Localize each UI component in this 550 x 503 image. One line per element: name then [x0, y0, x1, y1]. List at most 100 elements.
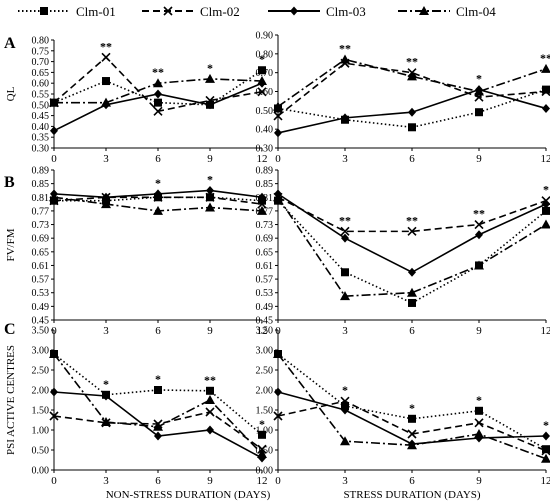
y-tick-label: 0.85	[256, 179, 274, 190]
significance-label: *	[342, 383, 348, 397]
data-point	[273, 111, 283, 121]
data-point	[407, 226, 417, 236]
y-tick-label: 0.53	[256, 288, 274, 299]
data-point	[408, 298, 416, 307]
data-point	[153, 106, 163, 116]
y-tick-label: 0.89	[256, 166, 274, 177]
data-point	[408, 267, 416, 277]
legend-label: Clm-02	[200, 4, 240, 19]
y-tick-label: 2.50	[256, 366, 274, 377]
data-point	[274, 128, 282, 138]
series-clm-04	[273, 54, 550, 111]
data-point	[206, 185, 214, 195]
x-tick-label: 9	[476, 475, 482, 487]
data-point	[258, 66, 266, 75]
data-point	[206, 386, 214, 395]
data-point	[101, 97, 111, 107]
data-point	[154, 98, 162, 107]
x-tick-label: 0	[275, 475, 281, 487]
legend-item-clm-04: Clm-04	[398, 4, 496, 19]
series-line	[277, 196, 547, 233]
data-point	[474, 260, 484, 270]
significance-label: *	[207, 61, 213, 75]
data-point	[340, 226, 350, 236]
data-point	[474, 418, 484, 428]
y-tick-label: 0.65	[32, 68, 50, 79]
x-tick-label: 3	[342, 325, 348, 337]
y-tick-label: 0.45	[32, 316, 50, 327]
significance-label: *	[155, 176, 161, 190]
data-point	[541, 446, 550, 456]
series-line	[53, 353, 263, 436]
y-tick-label: 0.75	[32, 46, 50, 57]
data-point	[341, 268, 349, 277]
significance-label: *	[543, 418, 549, 432]
y-tick-label: 3.50	[32, 326, 50, 337]
data-point	[407, 287, 417, 297]
y-tick-label: 0.70	[32, 57, 50, 68]
data-point	[541, 86, 550, 97]
data-point	[341, 233, 349, 243]
data-point	[206, 100, 214, 110]
significance-label: *	[409, 401, 415, 415]
panel-b-left: 0.45 0.49 0.53 0.57 0.61 0.65 0.69 0.73 0.77 0.81…	[5, 166, 268, 338]
panel-a-right: 0.300.400.500.600.700.800.900 3 6 9 12******…	[256, 31, 550, 165]
y-tick-label: 0.61	[32, 261, 50, 272]
data-point	[102, 77, 110, 86]
y-tick-label: 2.00	[32, 386, 50, 397]
series-clm-04	[49, 192, 267, 215]
y-tick-label: 0.60	[256, 87, 274, 98]
data-point	[542, 431, 550, 441]
significance-label: **	[473, 207, 485, 221]
y-tick-label: 0.60	[32, 79, 50, 90]
data-point	[257, 449, 267, 458]
y-tick-label: 0.81	[32, 193, 50, 204]
data-point	[257, 205, 267, 215]
significance-label: **	[406, 55, 418, 69]
y-tick-label: 0.30	[256, 144, 274, 155]
x-axis-label-left: NON-STRESS DURATION (DAYS)	[106, 489, 271, 501]
y-tick-label: 1.00	[32, 426, 50, 437]
series-line	[277, 200, 547, 304]
data-point	[154, 89, 162, 99]
y-tick-label: 0.85	[32, 179, 50, 190]
y-tick-label: 3.00	[256, 346, 274, 357]
series-clm-04	[273, 192, 550, 301]
y-tick-label: 0.89	[32, 166, 50, 177]
x-tick-label: 9	[476, 325, 482, 337]
y-tick-label: 0.55	[32, 90, 50, 101]
y-tick-label: 0.00	[32, 466, 50, 477]
data-point	[205, 192, 215, 202]
y-tick-label: 0.69	[256, 234, 274, 245]
x-tick-label: 9	[207, 153, 213, 165]
data-point	[154, 189, 162, 199]
data-point	[153, 205, 163, 215]
y-tick-label: 0.73	[256, 220, 274, 231]
data-point	[154, 431, 162, 441]
data-point	[541, 453, 550, 463]
y-tick-label: 0.50	[256, 446, 274, 457]
series-clm-02	[273, 396, 550, 456]
data-point	[474, 86, 484, 96]
data-point	[101, 52, 111, 62]
data-point	[273, 101, 283, 111]
data-point	[475, 230, 483, 240]
data-point	[475, 108, 483, 117]
x-tick-label: 6	[155, 475, 161, 487]
data-point	[257, 76, 267, 86]
legend-marker-x	[163, 6, 173, 16]
significance-label: *	[207, 172, 213, 186]
legend-marker-triangle	[419, 6, 429, 15]
x-tick-label: 3	[342, 475, 348, 487]
data-point	[205, 407, 215, 417]
data-point	[206, 425, 214, 435]
x-tick-label: 12	[257, 325, 268, 337]
y-tick-label: 0.70	[256, 68, 274, 79]
x-tick-label: 3	[103, 475, 109, 487]
y-tick-label: 0.50	[256, 106, 274, 117]
significance-label: **	[152, 65, 164, 79]
y-tick-label: 1.50	[32, 406, 50, 417]
significance-label: **	[540, 51, 550, 65]
data-point	[474, 219, 484, 230]
significance-label: *	[476, 393, 482, 407]
